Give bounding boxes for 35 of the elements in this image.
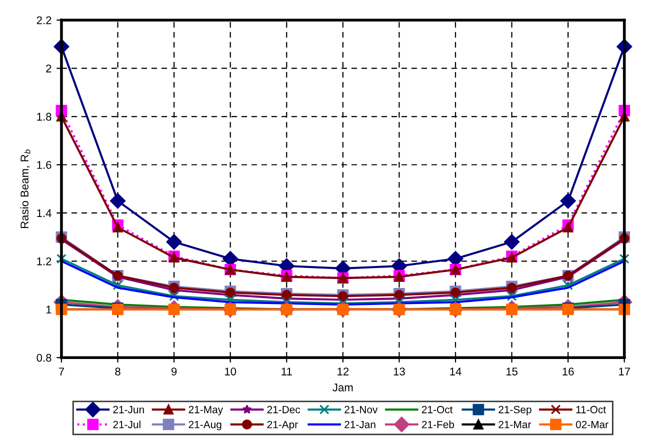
legend-label: 21-Aug: [188, 420, 222, 430]
y-tick-label: 1.4: [37, 209, 52, 217]
y-tick-label: 2: [46, 64, 52, 72]
x-tick-label: 8: [115, 368, 120, 376]
legend-label: 21-Sep: [498, 406, 532, 416]
y-tick-label: 1: [46, 306, 52, 314]
x-tick-label: 12: [338, 368, 349, 376]
x-tick-label: 10: [225, 368, 236, 376]
y-tick-label: 1.6: [37, 161, 52, 169]
legend-label: 21-Mar: [498, 420, 532, 428]
legend-label: 21-Nov: [344, 406, 378, 414]
legend-label: 21-Apr: [267, 420, 298, 430]
x-tick-label: 16: [562, 368, 574, 376]
y-tick-label: 1.8: [37, 112, 52, 121]
legend-label: 11-Oct: [576, 406, 606, 414]
y-tick-label: 2.2: [36, 16, 52, 24]
legend-label: 21-May: [188, 406, 224, 416]
legend-label: 21-Jul: [113, 420, 140, 428]
legend-label: 21-Oct: [422, 406, 453, 414]
x-tick-label: 7: [58, 368, 64, 376]
x-tick-label: 11: [282, 368, 292, 376]
legend-label: 21-Dec: [267, 406, 300, 414]
x-axis-title: Jam: [332, 384, 353, 392]
legend-label: 21-Jan: [344, 420, 376, 428]
x-tick-label: 15: [506, 368, 518, 376]
y-tick-label: 0.8: [36, 354, 52, 362]
legend-label: 02-Mar: [576, 420, 608, 428]
x-tick-label: 17: [619, 368, 630, 376]
y-axis-title: Rasio Beam, R$_{b}$: [20, 150, 30, 228]
legend-label: 21-Jun: [113, 406, 144, 414]
y-tick-label: 1.2: [37, 257, 52, 266]
x-tick-label: 9: [171, 368, 177, 376]
x-tick-label: 14: [450, 368, 462, 376]
legend-label: 21-Feb: [422, 420, 454, 428]
x-tick-label: 13: [394, 368, 405, 376]
